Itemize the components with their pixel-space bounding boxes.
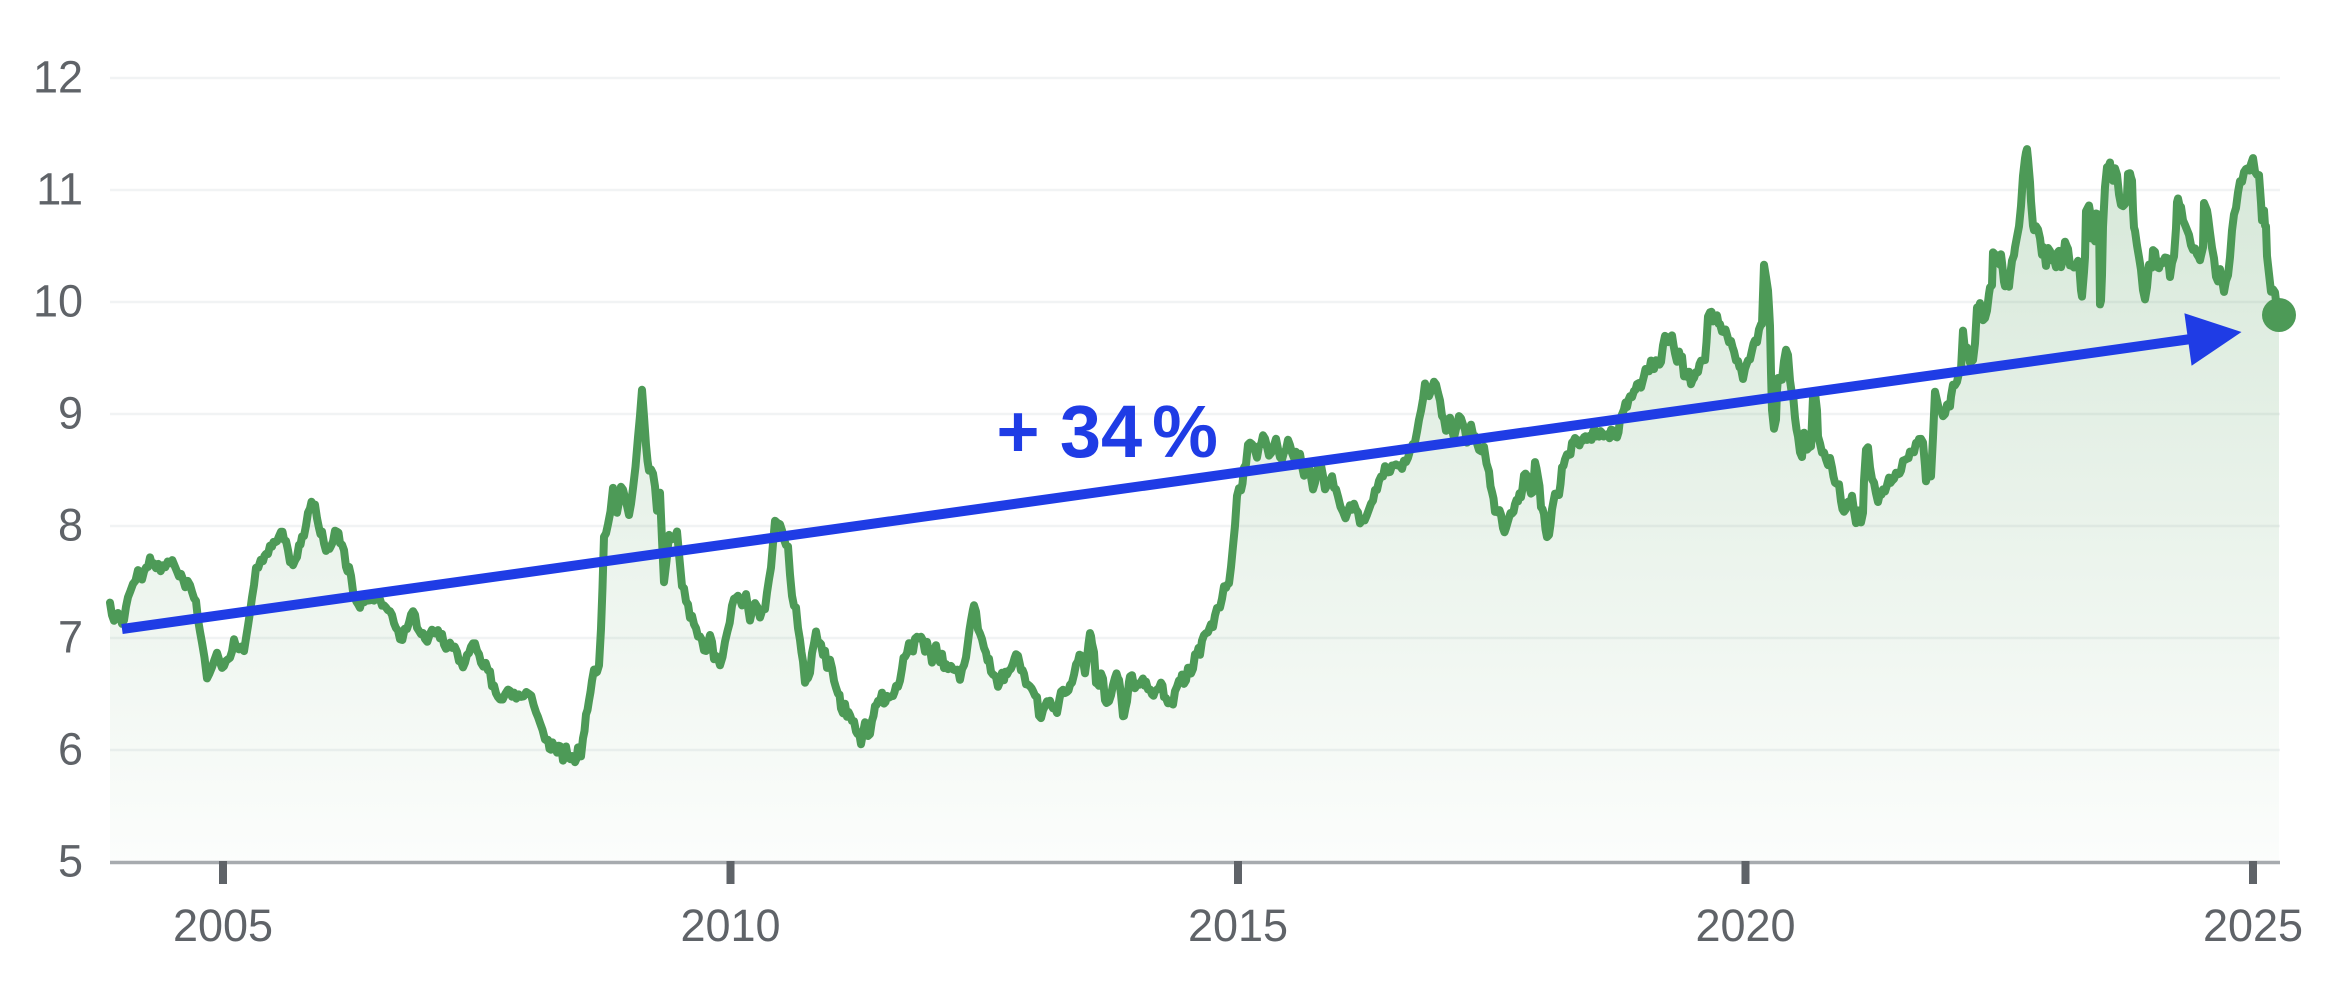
svg-text:10: 10 bbox=[33, 276, 83, 327]
svg-text:12: 12 bbox=[33, 52, 83, 103]
svg-text:9: 9 bbox=[58, 388, 83, 439]
svg-text:2025: 2025 bbox=[2203, 900, 2303, 951]
svg-text:+34%: +34% bbox=[996, 390, 1218, 473]
svg-text:2020: 2020 bbox=[1695, 900, 1795, 951]
svg-text:6: 6 bbox=[58, 724, 83, 775]
svg-text:5: 5 bbox=[58, 836, 83, 887]
svg-text:11: 11 bbox=[36, 164, 83, 215]
svg-text:2010: 2010 bbox=[680, 900, 780, 951]
svg-text:7: 7 bbox=[58, 612, 83, 663]
svg-text:8: 8 bbox=[58, 500, 83, 551]
svg-text:2005: 2005 bbox=[173, 900, 273, 951]
svg-text:2015: 2015 bbox=[1188, 900, 1288, 951]
